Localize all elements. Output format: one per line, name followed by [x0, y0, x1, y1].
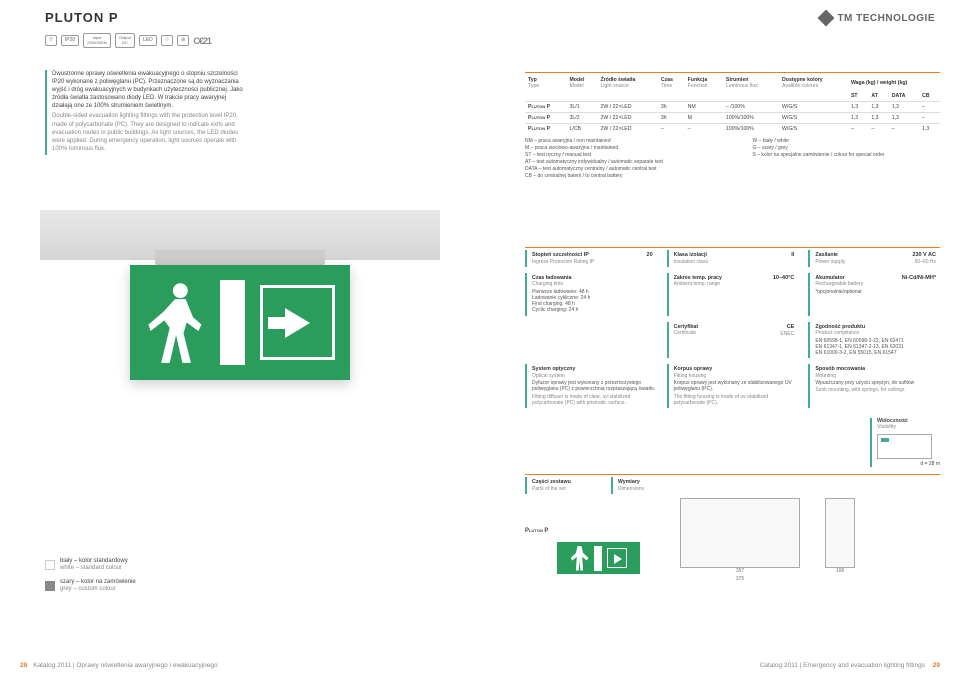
running-man-icon — [145, 280, 205, 365]
ce-mark: C€21 — [193, 36, 211, 46]
spec-cell: Stopień szczelności IPIngress Protection… — [525, 250, 657, 267]
led-badge: LED — [139, 35, 157, 46]
desc-pl: Dwustronne oprawy oświetlenia ewakuacyjn… — [52, 70, 245, 110]
recycle-icon: ♲ — [161, 35, 173, 46]
table-row: Pluton P3L/12W / 22×LED3hNM– /100%W/G/S1… — [525, 102, 940, 113]
spec-table: TypType ModelModel Źródło światłaLight s… — [525, 72, 940, 180]
dims-cell: Wymiary Dimensions — [611, 477, 644, 494]
spec-cell: CertyfikatCertificateCEENEC — [667, 322, 799, 359]
dimensions-block: Pluton P 357 375 108 — [525, 498, 940, 574]
spec-cell — [525, 322, 657, 359]
arrow-icon — [260, 285, 335, 360]
table-header-row: TypType ModelModel Źródło światłaLight s… — [525, 75, 940, 91]
ip-badge: IP20 — [61, 35, 79, 46]
triangle-icon: ▽ — [45, 35, 57, 46]
product-image — [40, 210, 440, 480]
input-badge: Input230V/50Hz — [83, 33, 111, 48]
dim-front — [680, 498, 800, 568]
mini-sign — [557, 542, 640, 574]
page-left: Pluton P ▽ IP20 Input230V/50Hz OutputDC … — [0, 0, 480, 679]
no-icon: ⊘ — [177, 35, 189, 46]
swatch-white — [45, 560, 55, 570]
header: Pluton P ▽ IP20 Input230V/50Hz OutputDC … — [45, 10, 460, 48]
description-block: Dwustronne oprawy oświetlenia ewakuacyjn… — [45, 70, 245, 155]
spec-grid: Stopień szczelności IPIngress Protection… — [525, 247, 940, 408]
spec-cell-long: System optycznyOptical systemDyfuzor opr… — [525, 364, 657, 408]
footer-right: Catalog 2011 | Emergency and evacuation … — [760, 662, 940, 669]
spec-cell: Klasa izolacjiInsulation classII — [667, 250, 799, 267]
spec-cell: ZasilaniePower supply230 V AC50–60 Hz — [808, 250, 940, 267]
colour-legend: biały – kolor standardowywhite – standar… — [45, 558, 136, 599]
visibility-box: Widoczność Visibility d = 28 m — [870, 418, 940, 467]
spec-cell: Czas ładowaniaCharging timePierwsze łado… — [525, 273, 657, 316]
swatch-grey — [45, 581, 55, 591]
footer-left: 28Katalog 2011 | Oprawy oświetlenia awar… — [20, 662, 218, 669]
logo: TM TECHNOLOGIE — [820, 12, 935, 24]
spec-cell: AkumulatorRechargeable batteryNi-Cd/Ni-M… — [808, 273, 940, 316]
desc-en: Double-sided evacuation lighting fitting… — [52, 112, 245, 152]
badge-row: ▽ IP20 Input230V/50Hz OutputDC LED ♲ ⊘ C… — [45, 33, 460, 48]
page-right: TM TECHNOLOGIE TypType ModelModel Źródło… — [480, 0, 960, 679]
spec-cell-long: Sposób mocowaniaMountingWpuszczany przy … — [808, 364, 940, 408]
spec-cell-long: Korpus oprawyFitting housingKorpus opraw… — [667, 364, 799, 408]
output-badge: OutputDC — [115, 33, 135, 48]
dim-side — [825, 498, 855, 568]
spec-cell: Zakres temp. pracyAmbient temp. range10–… — [667, 273, 799, 316]
table-row: Pluton PL/CB2W / 22×LED––100%/100%W/G/S–… — [525, 124, 940, 135]
parts-cell: Części zestawu Parts of the set — [525, 477, 571, 494]
spec-cell: Zgodność produktuProduct complianceEN 60… — [808, 322, 940, 359]
door-icon — [220, 280, 245, 365]
table-row: Pluton P3L/22W / 22×LED3hM100%/100%W/G/S… — [525, 113, 940, 124]
product-title: Pluton P — [45, 10, 460, 25]
